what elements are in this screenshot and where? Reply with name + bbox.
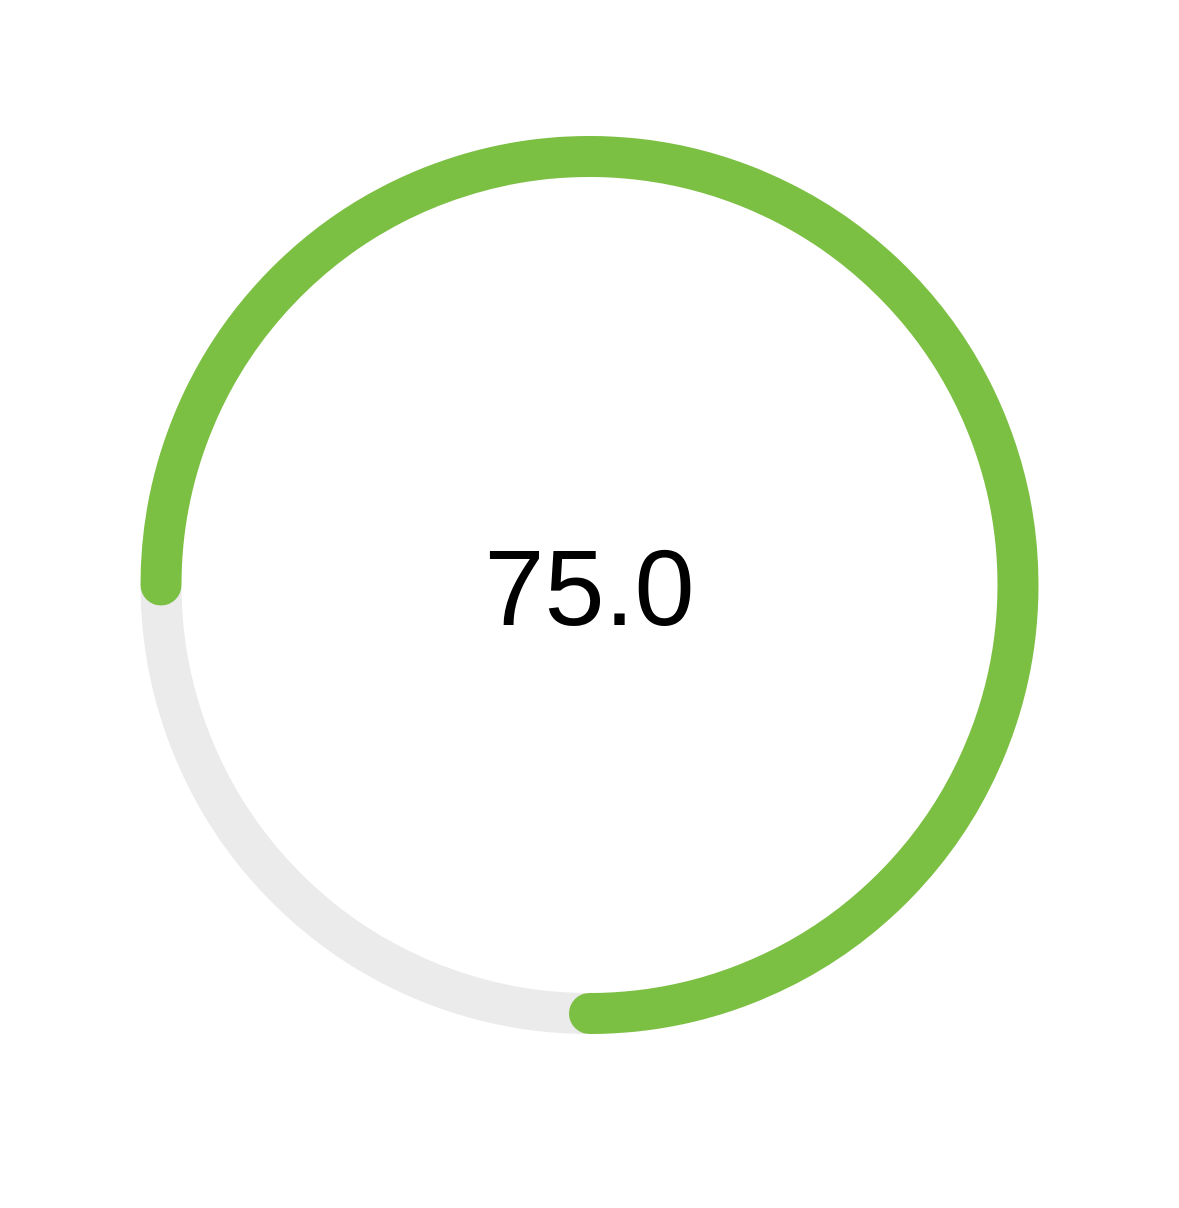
gauge-progress-arc bbox=[140, 136, 1039, 1034]
gauge-value-label: 75.0 bbox=[484, 527, 695, 648]
